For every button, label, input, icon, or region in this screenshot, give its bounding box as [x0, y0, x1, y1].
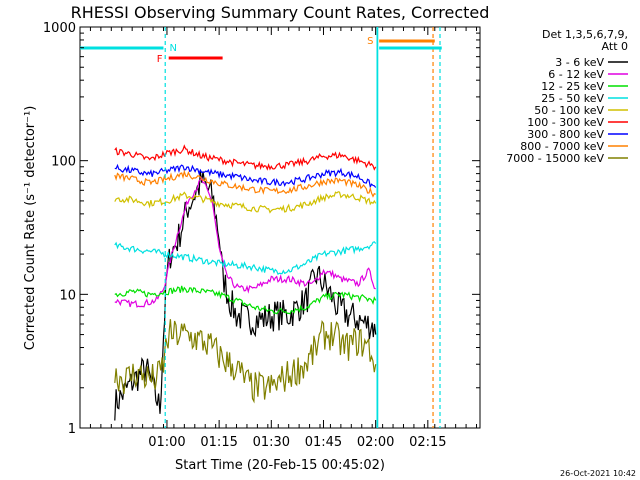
legend-entry-label: 800 - 7000 keV — [520, 140, 604, 153]
series-layer — [114, 144, 377, 421]
series-25to50keV-line — [114, 241, 377, 275]
legend-header-line: Att 0 — [602, 40, 628, 53]
series-50to100keV-line — [114, 191, 377, 214]
x-tick-label: 02:00 — [357, 435, 394, 450]
flags-layer: NF S — [80, 27, 442, 428]
x-tick-label: 01:00 — [148, 435, 185, 450]
legend-entry-label: 50 - 100 keV — [534, 104, 604, 117]
legend-entry-label: 100 - 300 keV — [527, 116, 604, 129]
y-tick-label: 100 — [51, 155, 76, 170]
legend-entry-label: 3 - 6 keV — [555, 56, 604, 69]
legend-header-line: Det 1,3,5,6,7,9, — [542, 28, 628, 41]
series-300to800keV-line — [114, 163, 377, 189]
legend-entry-label: 6 - 12 keV — [548, 68, 604, 81]
y-tick-label: 10 — [59, 288, 76, 303]
y-tick-label: 1 — [68, 422, 76, 437]
series-7000to15000keV-line — [114, 319, 377, 404]
footer-timestamp: 26-Oct-2021 10:42 — [560, 469, 636, 478]
x-tick-label: 01:45 — [305, 435, 342, 450]
legend-entry-label: 12 - 25 keV — [541, 80, 604, 93]
chart-title: RHESSI Observing Summary Count Rates, Co… — [71, 3, 490, 22]
night-flag-label: N — [169, 43, 176, 54]
x-axis-label: Start Time (20-Feb-15 00:45:02) — [175, 458, 385, 473]
x-tick-label: 01:15 — [200, 435, 237, 450]
x-tick-label: 01:30 — [253, 435, 290, 450]
axes-layer: 1 10 100 1000 01:00 01:15 01:30 01:45 02:00 02:15 — [43, 21, 480, 450]
series-100to300keV-line — [114, 144, 377, 171]
legend-entry-label: 7000 - 15000 keV — [506, 152, 604, 165]
series-800to7000keV-line — [114, 169, 376, 198]
saa-flag-label: S — [367, 36, 373, 47]
series-12to25keV-line — [114, 285, 377, 315]
y-axis-label: Corrected Count Rate (s⁻¹ detector⁻¹) — [23, 106, 38, 351]
legend-entry-label: 300 - 800 keV — [527, 128, 604, 141]
y-tick-label: 1000 — [43, 21, 76, 36]
legend-entry-label: 25 - 50 keV — [541, 92, 604, 105]
x-tick-label: 02:15 — [409, 435, 446, 450]
flare-flag-label: F — [157, 54, 163, 65]
